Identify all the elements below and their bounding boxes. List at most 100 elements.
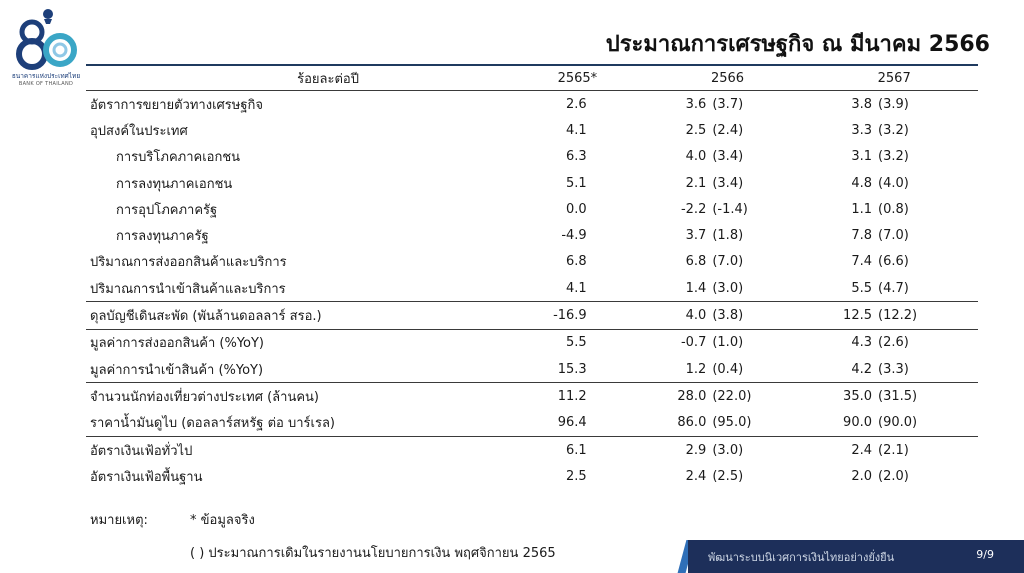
value-2565: -16.9	[553, 308, 587, 324]
cell-2567: 12.5 (12.2)	[810, 302, 978, 329]
row-label: อัตราการขยายตัวทางเศรษฐกิจ	[90, 97, 263, 113]
cell-2566: -0.7 (1.0)	[645, 329, 811, 356]
row-label: อัตราเงินเฟ้อทั่วไป	[90, 443, 193, 459]
table-row: ปริมาณการส่งออกสินค้าและบริการ 6.8 6.8 (7…	[86, 249, 978, 275]
value-2565: 6.1	[566, 442, 587, 458]
value-2566: 4.0	[685, 308, 707, 324]
row-label: อัตราเงินเฟ้อพื้นฐาน	[90, 469, 203, 485]
table-row: การลงทุนภาคเอกชน 5.1 2.1 (3.4) 4.8 (4.0)	[86, 170, 978, 196]
prev-2566: (3.4)	[712, 149, 744, 165]
cell-2566: 2.5 (2.4)	[645, 117, 811, 143]
table-row: ปริมาณการนำเข้าสินค้าและบริการ 4.1 1.4 (3…	[86, 275, 978, 302]
header-2566: 2566	[710, 70, 745, 86]
value-2566: 2.5	[685, 122, 707, 138]
prev-2566: (3.8)	[712, 308, 744, 324]
value-2567: 7.4	[851, 254, 872, 270]
cell-2567: 5.5 (4.7)	[810, 275, 978, 302]
prev-2567: (3.9)	[878, 96, 909, 112]
row-label: การบริโภคภาคเอกชน	[116, 150, 241, 166]
value-2565: 4.1	[566, 280, 587, 296]
cell-2567: 3.3 (3.2)	[810, 117, 978, 143]
title-divider	[86, 64, 978, 66]
value-2567: 3.8	[851, 96, 872, 112]
value-2565: 6.8	[566, 254, 587, 270]
value-2565: -4.9	[561, 228, 587, 244]
table-row: การอุปโภคภาครัฐ 0.0 -2.2 (-1.4) 1.1 (0.8)	[86, 196, 978, 222]
row-label: มูลค่าการนำเข้าสินค้า (%YoY)	[90, 362, 264, 378]
logo-caption: ธนาคารแห่งประเทศไทย BANK OF THAILAND	[4, 72, 88, 88]
value-2565: 11.2	[557, 388, 587, 404]
value-2565: 6.3	[566, 149, 587, 165]
value-2567: 3.3	[851, 122, 872, 138]
table-row: อัตราเงินเฟ้อทั่วไป 6.1 2.9 (3.0) 2.4 (2.1…	[86, 436, 978, 463]
table-row: อัตราเงินเฟ้อพื้นฐาน 2.5 2.4 (2.5) 2.0 (2.…	[86, 463, 978, 489]
prev-2566: (22.0)	[712, 388, 752, 404]
note-actual-data: * ข้อมูลจริง	[190, 513, 255, 528]
table-row: การบริโภคภาคเอกชน 6.3 4.0 (3.4) 3.1 (3.2)	[86, 144, 978, 170]
digit-eight-bottom-icon	[16, 38, 48, 70]
cell-2566: 2.4 (2.5)	[645, 463, 811, 489]
prev-2567: (4.0)	[878, 175, 909, 191]
cell-2566: 1.4 (3.0)	[645, 275, 811, 302]
value-2566: 2.9	[685, 442, 707, 458]
cell-2567: 4.2 (3.3)	[810, 356, 978, 383]
row-label: จำนวนนักท่องเที่ยวต่างประเทศ (ล้านคน)	[90, 389, 319, 405]
value-2566: 1.4	[685, 280, 707, 296]
value-2567: 4.3	[851, 335, 872, 351]
value-2567: 4.2	[851, 361, 872, 377]
cell-2567: 3.8 (3.9)	[810, 91, 978, 118]
value-2566: -0.7	[680, 335, 707, 351]
prev-2567: (12.2)	[878, 308, 918, 324]
cell-2567: 90.0 (90.0)	[810, 410, 978, 437]
page-title: ประมาณการเศรษฐกิจ ณ มีนาคม 2566	[605, 32, 990, 57]
table-row: จำนวนนักท่องเที่ยวต่างประเทศ (ล้านคน) 11…	[86, 383, 978, 410]
notes-label: หมายเหตุ:	[90, 513, 148, 528]
value-2566: 86.0	[677, 415, 707, 431]
value-2566: -2.2	[680, 201, 707, 217]
cell-2566: 6.8 (7.0)	[645, 249, 811, 275]
value-2567: 3.1	[851, 149, 872, 165]
value-2565: 4.1	[566, 122, 587, 138]
row-label: การลงทุนภาคเอกชน	[116, 176, 233, 192]
value-2565: 2.5	[566, 468, 587, 484]
prev-2566: (3.0)	[712, 442, 744, 458]
value-2567: 12.5	[843, 308, 872, 324]
value-2566: 1.2	[685, 361, 707, 377]
row-label: อุปสงค์ในประเทศ	[90, 123, 188, 139]
prev-2566: (0.4)	[712, 361, 744, 377]
prev-2566: (3.4)	[712, 175, 744, 191]
row-label: การอุปโภคภาครัฐ	[116, 202, 218, 218]
value-2565: 2.6	[566, 96, 587, 112]
table-row: ดุลบัญชีเดินสะพัด (พันล้านดอลลาร์ สรอ.) …	[86, 302, 978, 330]
value-2566: 3.6	[685, 96, 707, 112]
prev-2566: (1.0)	[712, 335, 744, 351]
cell-2566: 3.7 (1.8)	[645, 222, 811, 248]
table-row: ราคาน้ำมันดูไบ (ดอลลาร์สหรัฐ ต่อ บาร์เรล…	[86, 410, 978, 437]
bot-80th-logo	[16, 9, 77, 70]
prev-2566: (-1.4)	[712, 201, 748, 217]
cell-2567: 7.4 (6.6)	[810, 249, 978, 275]
value-2567: 90.0	[843, 415, 872, 431]
row-label: การลงทุนภาครัฐ	[116, 229, 209, 245]
cell-2566: 2.9 (3.0)	[645, 436, 811, 463]
prev-2566: (2.5)	[712, 468, 744, 484]
value-2567: 2.4	[851, 442, 872, 458]
cell-2567: 2.0 (2.0)	[810, 463, 978, 489]
table-row: อุปสงค์ในประเทศ 4.1 2.5 (2.4) 3.3 (3.2)	[86, 117, 978, 143]
prev-2566: (3.0)	[712, 280, 744, 296]
table-row: การลงทุนภาครัฐ -4.9 3.7 (1.8) 7.8 (7.0)	[86, 222, 978, 248]
value-2567: 5.5	[851, 280, 872, 296]
cell-2567: 35.0 (31.5)	[810, 383, 978, 410]
value-2566: 3.7	[685, 228, 707, 244]
emblem-icon	[43, 9, 53, 19]
digit-zero-inner-icon	[52, 42, 68, 58]
row-label: มูลค่าการส่งออกสินค้า (%YoY)	[90, 336, 265, 352]
header-2567: 2567	[877, 70, 911, 86]
cell-2566: 2.1 (3.4)	[645, 170, 811, 196]
footer-bar	[688, 540, 1024, 573]
digit-zero-icon	[43, 33, 77, 67]
prev-2566: (7.0)	[712, 254, 744, 270]
logo-caption-th: ธนาคารแห่งประเทศไทย	[11, 72, 81, 80]
note-previous-forecast: ( ) ประมาณการเดิมในรายงานนโยบายการเงิน พ…	[190, 546, 556, 561]
prev-2567: (90.0)	[878, 415, 918, 431]
